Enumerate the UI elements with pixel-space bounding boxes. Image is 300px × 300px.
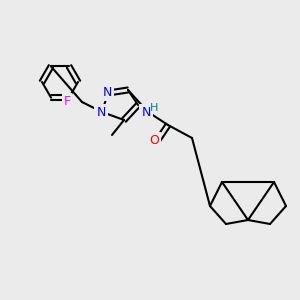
Text: O: O xyxy=(149,134,159,146)
Text: H: H xyxy=(150,103,158,113)
Text: F: F xyxy=(63,95,70,108)
Text: N: N xyxy=(102,86,112,100)
Text: N: N xyxy=(96,106,106,118)
Text: N: N xyxy=(141,106,151,118)
